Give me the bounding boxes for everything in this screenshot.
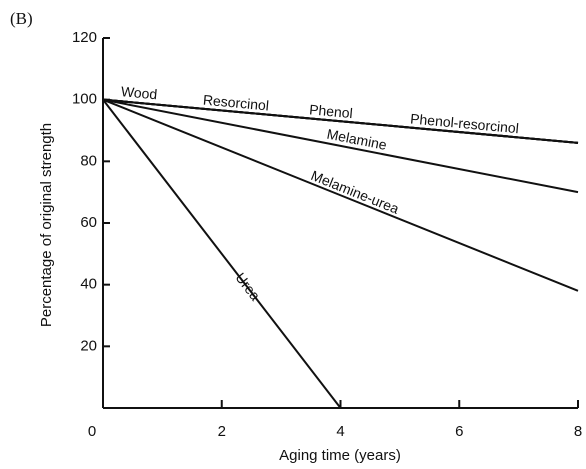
line-label: Urea: [232, 270, 263, 304]
chart: (B) Aging time (years) Percentage of ori…: [0, 0, 586, 469]
y-tick-label: 60: [80, 214, 97, 231]
panel-label: (B): [10, 9, 33, 28]
y-tick-label: 100: [72, 91, 97, 108]
x-axis-label: Aging time (years): [279, 447, 401, 464]
y-tick-label: 80: [80, 152, 97, 169]
x-tick-label: 6: [455, 423, 463, 440]
x-tick-label: 2: [218, 423, 226, 440]
y-tick-label: 120: [72, 29, 97, 46]
y-tick-label: 40: [80, 276, 97, 293]
x-tick-label: 0: [88, 423, 96, 440]
x-tick-label: 8: [574, 423, 582, 440]
line: [103, 100, 341, 408]
line-label: Wood: [120, 83, 158, 102]
y-tick-label: 20: [80, 337, 97, 354]
y-axis-label: Percentage of original strength: [38, 123, 55, 327]
x-tick-label: 4: [336, 423, 344, 440]
line-label: Melamine-urea: [309, 167, 402, 217]
